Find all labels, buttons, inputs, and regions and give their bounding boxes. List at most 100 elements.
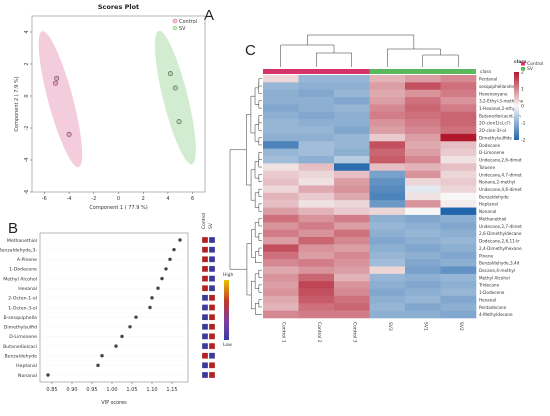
confidence-ellipse-control — [38, 31, 83, 168]
heatmap-row-label: 2,4-Dimethylhexane — [479, 246, 522, 251]
heatmap-sample-label: Control 3 — [351, 322, 357, 343]
vip-point — [164, 267, 168, 271]
heatmap-cell — [334, 310, 370, 319]
heatmap-cell — [263, 192, 299, 201]
heatmap-cell — [298, 185, 335, 194]
heatmap-cell — [440, 163, 477, 172]
heatmap-row-label: Undecane,2,7-dimet — [479, 224, 522, 229]
heatmap-cell — [263, 156, 299, 164]
heatmap-row-label: Benzaldehyde — [479, 194, 509, 199]
heatmap-cell — [334, 222, 370, 230]
vip-feature-label: Nonanal — [18, 373, 37, 379]
vip-cell-sv — [208, 275, 216, 282]
heatmap-cell — [334, 163, 370, 172]
heatmap-cell — [298, 207, 335, 216]
heatmap-cell — [263, 119, 299, 127]
heatmap-cell — [334, 185, 370, 194]
vip-cell-control — [201, 246, 209, 253]
heatmap-cell — [334, 303, 370, 311]
y-tick-label: 2 — [24, 62, 30, 65]
heatmap-cell — [369, 288, 406, 297]
heatmap-cell — [334, 126, 370, 135]
y-tick-label: -4 — [24, 158, 30, 163]
heatmap-cell — [263, 75, 299, 83]
vip-cell-sv — [208, 246, 216, 253]
heatmap-row-label: Dodecane — [479, 143, 501, 148]
vip-point — [96, 363, 100, 368]
heatmap-cell — [405, 89, 441, 98]
heatmap-cell — [298, 295, 335, 304]
x-tick-label: 0 — [117, 196, 120, 202]
class-legend-label: Control — [527, 61, 543, 67]
heatmap-cell — [369, 97, 406, 105]
heatmap-cell — [440, 266, 477, 275]
vip-feature-label: Heptanal — [16, 363, 37, 369]
vip-cell-control — [201, 256, 209, 263]
heatmap-cell — [405, 229, 441, 238]
heatmap-row-label: sesquiphellandren — [479, 84, 518, 89]
vip-feature-label: B-sesquiphella — [3, 315, 37, 321]
heatmap-cell — [405, 111, 441, 120]
heatmap-cell — [263, 244, 299, 253]
heatmap-cell — [440, 104, 477, 113]
heatmap-cell — [369, 104, 406, 113]
heatmap-cell — [369, 192, 406, 201]
heatmap-cell — [440, 97, 477, 105]
heatmap-cell — [440, 119, 477, 127]
heatmap-cell — [298, 229, 335, 238]
heatmap-cell — [405, 185, 441, 194]
heatmap-cell — [405, 200, 441, 208]
heatmap-cell — [405, 281, 441, 289]
vip-point — [128, 325, 132, 329]
vip-cell-control — [201, 342, 209, 350]
heatmap-cell — [440, 310, 477, 319]
heatmap-cell — [298, 148, 335, 157]
panel-b-label: B — [8, 220, 19, 237]
heatmap-row-label: Nonanal — [479, 209, 496, 214]
heatmap-color-scale — [514, 72, 519, 140]
heatmap-cell — [334, 178, 370, 186]
heatmap-cell — [440, 133, 477, 142]
heatmap-cell — [369, 214, 406, 223]
heatmap-cell — [263, 266, 299, 275]
class-bar-cell — [440, 69, 476, 74]
heatmap-cell — [263, 126, 299, 135]
heatmap-row-label: Decane,4-methyl — [479, 268, 515, 273]
heatmap-row-label: Tridecane — [478, 283, 500, 288]
heatmap-cell — [405, 104, 441, 113]
heatmap-cell — [263, 251, 299, 260]
vip-cell-sv — [208, 304, 216, 311]
heatmap-scale-tick: -2 — [521, 138, 526, 144]
heatmap-cell — [298, 222, 335, 230]
heatmap-cell — [405, 273, 441, 282]
heatmap-row-label: 2O-clon1(cl,cl') — [479, 121, 511, 126]
heatmap-cell — [369, 178, 406, 186]
heatmap-cell — [440, 303, 477, 311]
heatmap-cell — [405, 97, 441, 105]
vip-feature-label: Methyl Alcohol — [3, 276, 37, 282]
heatmap-row-label: Methanethiol — [479, 216, 506, 221]
vip-point — [134, 315, 138, 319]
x-tick-label: 1.15 — [166, 387, 177, 393]
heatmap-cell — [440, 288, 477, 297]
heatmap-cell — [298, 266, 335, 275]
heatmap-cell — [334, 229, 370, 238]
y-axis-label: Component 2 ( 7.9 %) — [14, 76, 20, 131]
heatmap-cell — [298, 281, 335, 289]
heatmap-cell — [440, 295, 477, 304]
heatmap-cell — [440, 273, 477, 282]
vip-color-scale — [224, 280, 229, 340]
heatmap-cell — [263, 237, 299, 245]
heatmap-cell — [405, 163, 441, 172]
heatmap-cell — [298, 259, 335, 267]
heatmap-sample-label: SV2 — [458, 322, 464, 331]
heatmap-scale-tick: 2 — [521, 70, 524, 76]
heatmap-row-label: Undecane,4,7-dimet — [479, 172, 522, 177]
heatmap-cell — [440, 244, 477, 253]
heatmap-cell — [405, 303, 441, 311]
vip-feature-label: 1-Octen-3-ol — [8, 305, 37, 311]
heatmap-cell — [405, 288, 441, 297]
heatmap-cell — [369, 237, 406, 245]
heatmap-cell — [298, 214, 335, 223]
